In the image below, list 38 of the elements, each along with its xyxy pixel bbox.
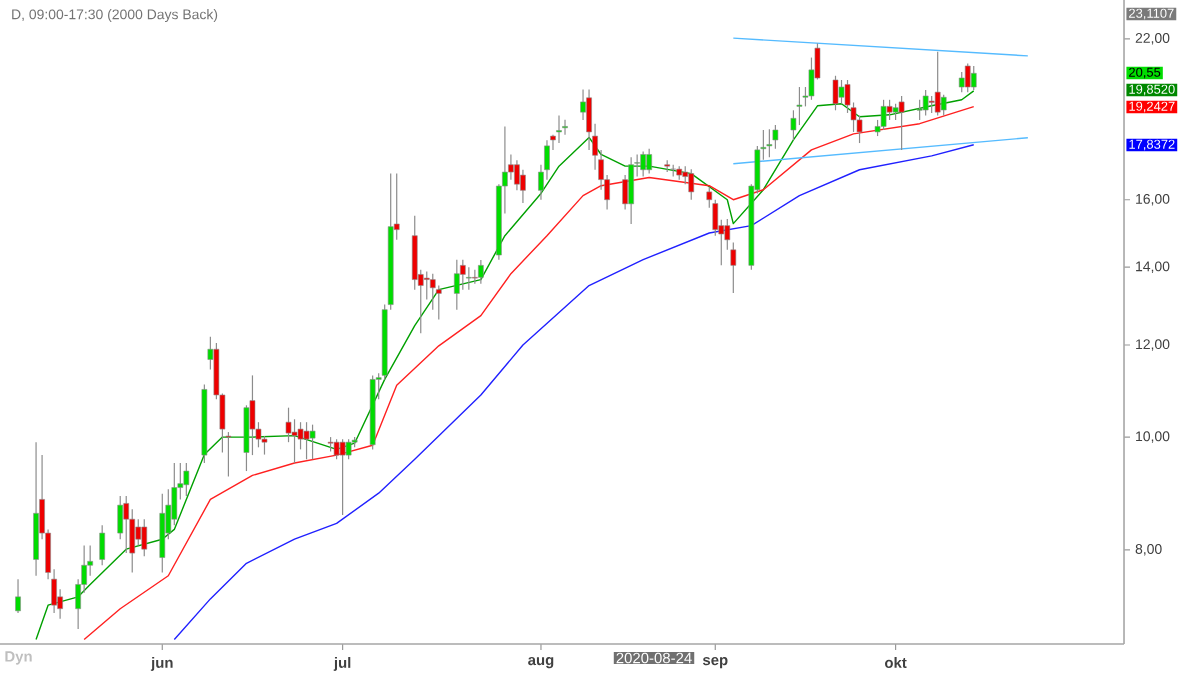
candlestick [916, 99, 923, 121]
candlestick [922, 89, 929, 117]
candlestick [940, 94, 947, 117]
candlestick [99, 524, 106, 566]
candlestick [772, 124, 779, 150]
candlestick [640, 151, 646, 178]
candlestick [309, 424, 316, 460]
candlestick [688, 168, 695, 201]
candlestick [225, 431, 232, 478]
candlestick [454, 259, 460, 311]
candlestick [934, 51, 941, 117]
candlestick [562, 119, 568, 136]
candlestick [832, 75, 839, 111]
candlestick [958, 71, 965, 93]
candlestick [339, 438, 346, 516]
candlestick [345, 438, 352, 460]
candlestick [303, 421, 310, 460]
candlestick [970, 65, 977, 91]
candlestick [33, 441, 39, 577]
candlestick [141, 518, 148, 557]
candlestick [478, 259, 484, 285]
candlestick [886, 99, 893, 121]
candlestick [333, 438, 340, 460]
candlestick [880, 99, 887, 131]
candlestick [766, 128, 773, 158]
candlestick [628, 156, 634, 225]
candlestick [466, 266, 472, 291]
candlestick [556, 114, 562, 144]
candlestick [15, 578, 21, 614]
candlestick [964, 62, 971, 93]
candlestick [796, 86, 803, 126]
candlestick [183, 462, 190, 497]
line-series [173, 144, 975, 641]
candlestick [135, 518, 142, 547]
candlestick [838, 79, 845, 105]
candlestick [646, 148, 652, 175]
candlestick [159, 493, 166, 574]
candlestick [898, 95, 905, 151]
